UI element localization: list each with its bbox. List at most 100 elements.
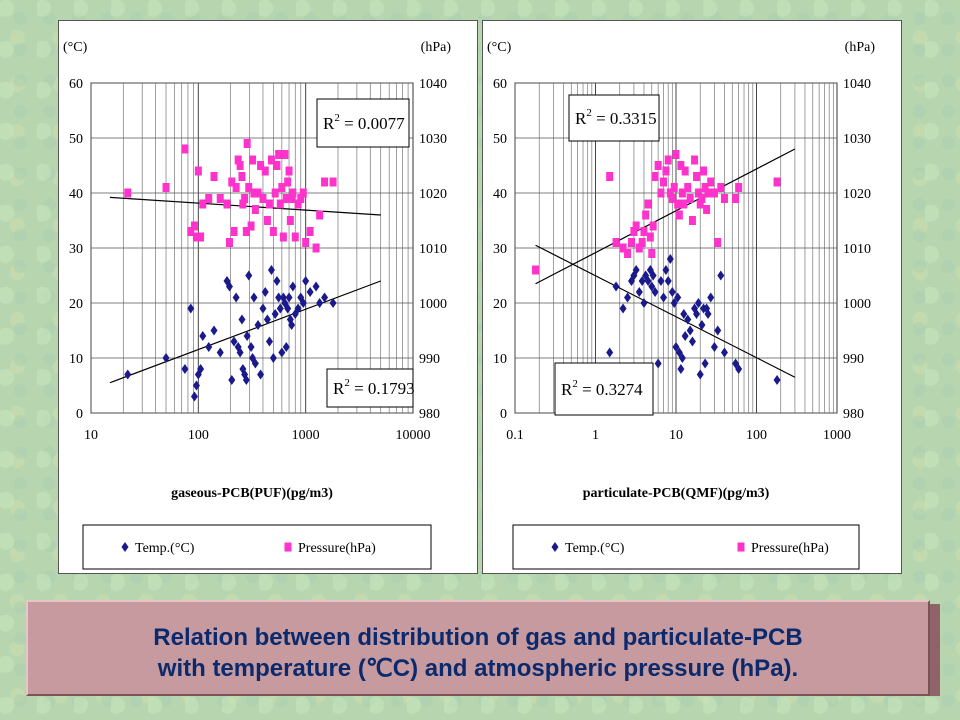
data-point-pressure	[230, 227, 238, 236]
trend-line-temp	[109, 280, 381, 384]
legend: Temp.(°C) Pressure(hPa)	[512, 524, 860, 570]
y-tick-label-right: 1020	[419, 187, 447, 202]
data-point-temp	[247, 342, 255, 352]
data-point-temp	[245, 270, 253, 281]
right-axis-unit: (hPa)	[421, 40, 452, 55]
data-point-temp	[672, 342, 680, 352]
data-point-pressure	[279, 232, 287, 242]
series-pressure	[124, 139, 337, 253]
data-point-pressure	[243, 139, 251, 148]
data-point-pressure	[205, 194, 213, 203]
data-point-pressure	[254, 188, 262, 198]
y-tick-label-left: 40	[493, 187, 507, 202]
data-point-pressure	[654, 161, 662, 170]
y-tick-label-left: 20	[493, 297, 507, 312]
data-point-pressure	[259, 194, 267, 203]
data-point-temp	[707, 292, 715, 303]
data-point-pressure	[700, 166, 708, 176]
data-point-pressure	[680, 199, 688, 209]
data-point-pressure	[288, 194, 296, 203]
data-point-pressure	[199, 199, 207, 209]
data-point-temp	[632, 265, 640, 275]
y-tick-label-left: 20	[69, 297, 83, 312]
data-point-temp	[693, 309, 701, 319]
caption-box: Relation between distribution of gas and…	[26, 600, 940, 696]
data-point-temp	[230, 336, 238, 347]
data-point-pressure	[276, 199, 284, 209]
data-point-temp	[162, 353, 170, 363]
data-point-temp	[286, 314, 294, 325]
data-point-temp	[644, 276, 652, 286]
data-point-pressure	[181, 144, 189, 154]
data-point-temp	[275, 292, 283, 303]
data-point-pressure	[691, 155, 699, 165]
data-point-temp	[243, 331, 251, 341]
data-point-temp	[624, 292, 632, 303]
data-point-pressure	[677, 161, 685, 170]
data-point-pressure	[263, 216, 271, 225]
x-tick-label: 1	[592, 428, 599, 443]
y-tick-label-left: 0	[76, 407, 83, 422]
data-point-temp	[285, 292, 293, 303]
left-axis-unit: (°C)	[487, 40, 512, 55]
legend-marker-pressure	[284, 542, 292, 552]
annotation-box	[554, 362, 654, 416]
data-point-pressure	[245, 183, 253, 192]
trend-line-temp	[535, 244, 796, 378]
data-point-temp	[284, 303, 292, 314]
data-point-pressure	[321, 177, 329, 187]
x-tick-label: 1000	[823, 428, 851, 443]
data-point-pressure	[289, 188, 297, 198]
data-point-pressure	[192, 232, 200, 242]
data-point-pressure	[275, 150, 283, 159]
chart-panel-gaseous: 0 980 10 990 20 1000 30 1010 40 1020 50 1030 60 1040 1…	[58, 20, 478, 574]
data-point-temp	[696, 369, 704, 380]
y-tick-label-right: 990	[843, 352, 864, 367]
legend-label-pressure: Pressure(hPa)	[298, 541, 376, 556]
data-point-pressure	[696, 199, 704, 209]
data-point-temp	[688, 336, 696, 347]
x-tick-label: 0.1	[506, 428, 524, 443]
legend: Temp.(°C) Pressure(hPa)	[82, 524, 432, 570]
data-point-temp	[187, 303, 195, 314]
data-point-pressure	[267, 155, 275, 165]
data-point-pressure	[688, 216, 696, 225]
data-point-temp	[684, 314, 692, 325]
y-tick-label-left: 50	[69, 132, 83, 147]
data-point-pressure	[635, 243, 643, 253]
data-point-pressure	[238, 172, 246, 181]
data-point-temp	[232, 292, 240, 303]
data-point-pressure	[651, 172, 659, 181]
chart-particulate-pcb: 0 980 10 990 20 1000 30 1010 40 1020 50 1030 60 1040 0…	[487, 40, 875, 570]
data-point-pressure	[640, 227, 648, 236]
data-point-pressure	[281, 150, 289, 159]
caption-box-shadow	[930, 604, 940, 696]
data-point-temp	[670, 298, 678, 308]
data-point-temp	[316, 298, 324, 308]
annotation-text: R2 = 0.0077	[323, 112, 405, 133]
data-point-pressure	[694, 188, 702, 198]
y-tick-label-left: 10	[69, 352, 83, 367]
data-point-pressure	[773, 177, 781, 187]
caption-box-face: Relation between distribution of gas and…	[26, 600, 930, 696]
data-point-pressure	[630, 227, 638, 236]
y-tick-label-left: 30	[493, 242, 507, 257]
r-squared-annotation: R2 = 0.0077	[316, 98, 410, 148]
data-point-temp	[710, 342, 718, 352]
grid-lines	[514, 82, 837, 414]
data-point-pressure	[732, 194, 740, 203]
data-point-temp	[251, 358, 259, 369]
data-point-temp	[704, 309, 712, 319]
annotation-text: R2 = 0.3315	[575, 107, 657, 128]
data-point-pressure	[316, 210, 324, 220]
data-point-pressure	[210, 172, 218, 181]
y-tick-label-left: 60	[493, 77, 507, 92]
data-point-temp	[735, 364, 743, 374]
data-point-pressure	[642, 210, 650, 220]
y-tick-label-right: 1010	[843, 242, 871, 257]
data-point-pressure	[329, 177, 337, 187]
y-tick-label-right: 1030	[843, 132, 871, 147]
data-point-pressure	[294, 199, 302, 209]
chart-gaseous-pcb: 0 980 10 990 20 1000 30 1010 40 1020 50 1030 60 1040 1…	[63, 40, 452, 570]
data-point-temp	[638, 276, 646, 286]
